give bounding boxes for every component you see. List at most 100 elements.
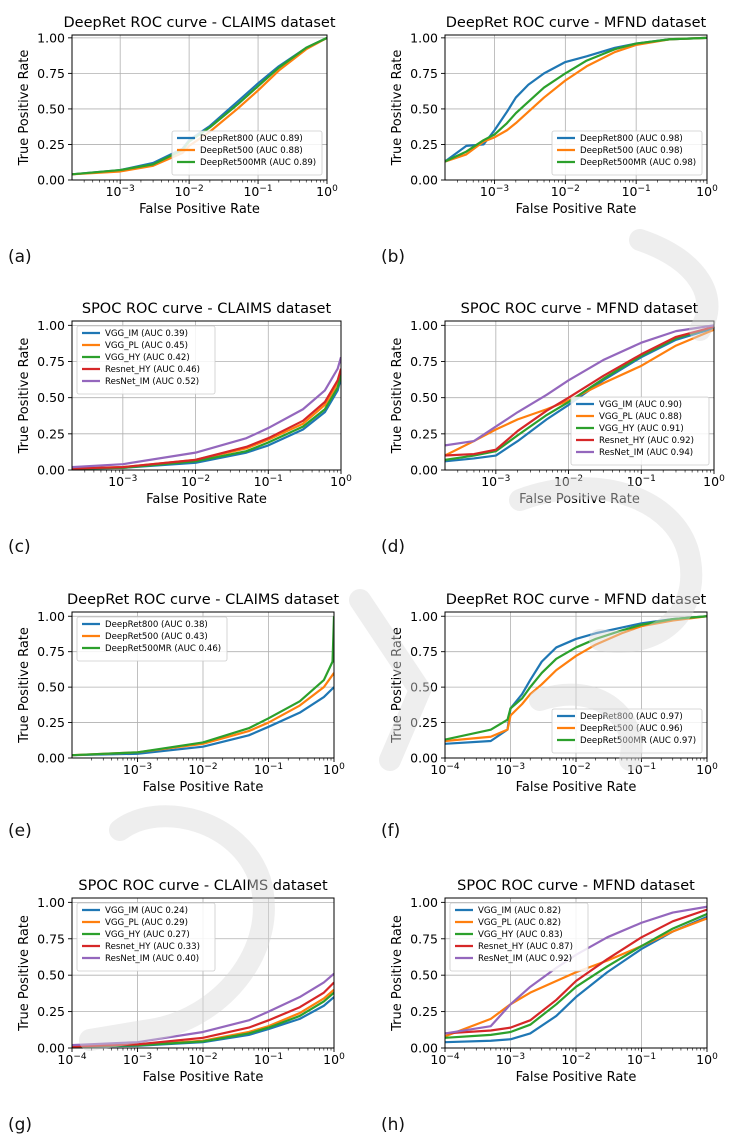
y-tick-label: 1.00 <box>410 30 438 45</box>
y-tick-label: 0.25 <box>37 137 65 152</box>
x-axis-label: False Positive Rate <box>143 780 264 795</box>
y-tick-label: 0.75 <box>37 931 65 946</box>
axes-frame <box>444 34 708 181</box>
series-line <box>445 615 707 741</box>
legend-label: VGG_PL (AUC 0.45) <box>105 341 188 351</box>
y-tick-label: 0.50 <box>37 680 65 695</box>
x-tick-label: 10−1 <box>243 184 272 199</box>
series-line <box>72 686 334 757</box>
legend-label: DeepRet500 (AUC 0.98) <box>580 146 683 156</box>
chart-title: SPOC ROC curve - CLAIMS dataset <box>82 301 332 317</box>
x-tick-label: 10−1 <box>627 474 656 489</box>
x-axis-label: False Positive Rate <box>143 1070 264 1085</box>
series-line <box>445 913 707 1039</box>
x-tick-label: 10−3 <box>481 474 510 489</box>
series-line <box>445 917 707 1038</box>
x-tick-label: 100 <box>330 474 352 489</box>
legend-label: DeepRet500MR (AUC 0.89) <box>200 158 316 168</box>
y-axis-label: True Positive Rate <box>390 915 405 1032</box>
chart-title: SPOC ROC curve - MFND dataset <box>457 878 695 894</box>
y-tick-label: 0.75 <box>410 931 438 946</box>
panel-letter: (a) <box>8 247 32 267</box>
y-tick-label: 0.25 <box>410 137 438 152</box>
legend-label: ResNet_IM (AUC 0.94) <box>599 448 693 458</box>
legend: DeepRet800 (AUC 0.98) DeepRet500 (AUC 0.9… <box>551 130 703 176</box>
roc-panel-2: 10−3 10−2 10−1 100 0.00 0.25 0.50 0.75 1.00 DeepR… <box>381 15 718 267</box>
legend-box <box>171 130 323 176</box>
y-tick-label: 0.50 <box>37 101 65 116</box>
x-tick-label: 10−1 <box>254 1052 283 1067</box>
legend-label: VGG_HY (AUC 0.27) <box>105 930 190 940</box>
legend-box <box>570 396 710 466</box>
series-group <box>445 36 707 163</box>
legend-label: DeepRet500MR (AUC 0.98) <box>580 158 696 168</box>
x-tick-label: 10−2 <box>561 1052 590 1067</box>
legend-label: VGG_PL (AUC 0.88) <box>599 412 682 422</box>
legend-label: ResNet_IM (AUC 0.40) <box>105 954 199 964</box>
chart-title: SPOC ROC curve - CLAIMS dataset <box>78 878 328 894</box>
legend: DeepRet800 (AUC 0.89) DeepRet500 (AUC 0.8… <box>171 130 323 176</box>
legend-box <box>551 708 703 754</box>
y-tick-label: 0.50 <box>37 968 65 983</box>
x-axis-label: False Positive Rate <box>146 492 267 507</box>
x-tick-label: 100 <box>316 184 338 199</box>
series-line <box>72 981 334 1048</box>
axes-frame <box>444 320 715 471</box>
legend-label: VGG_HY (AUC 0.42) <box>105 353 190 363</box>
x-axis-label: False Positive Rate <box>516 1070 637 1085</box>
panel-letter: (e) <box>8 821 32 841</box>
chart-title: DeepRet ROC curve - MFND dataset <box>446 592 707 608</box>
y-axis-label: True Positive Rate <box>390 50 405 167</box>
panel-letter: (h) <box>381 1115 405 1135</box>
series-line <box>445 324 714 447</box>
series-line <box>445 915 707 1044</box>
x-tick-label: 10−2 <box>188 762 217 777</box>
x-tick-label: 100 <box>696 762 718 777</box>
legend-label: VGG_PL (AUC 0.82) <box>478 918 561 928</box>
y-tick-label: 1.00 <box>410 318 438 333</box>
y-tick-label: 0.75 <box>410 66 438 81</box>
roc-panel-3: 10−3 10−2 10−1 100 0.00 0.25 0.50 0.75 1.00 SPOC … <box>8 301 352 557</box>
axes-frame <box>71 320 342 471</box>
y-axis-label: True Positive Rate <box>17 50 32 167</box>
legend-label: VGG_HY (AUC 0.91) <box>599 424 684 434</box>
x-tick-label: 10−1 <box>627 1052 656 1067</box>
y-tick-label: 1.00 <box>37 895 65 910</box>
legend-label: Resnet_HY (AUC 0.92) <box>599 436 694 446</box>
legend-label: Resnet_HY (AUC 0.46) <box>105 365 200 375</box>
x-tick-label: 10−1 <box>622 184 651 199</box>
x-tick-label: 10−3 <box>480 184 509 199</box>
legend-box <box>551 130 703 176</box>
x-tick-label: 100 <box>696 1052 718 1067</box>
chart-title: DeepRet ROC curve - MFND dataset <box>446 15 707 31</box>
axes-frame <box>71 34 328 181</box>
y-tick-label: 0.00 <box>37 173 65 188</box>
chart-title: DeepRet ROC curve - CLAIMS dataset <box>63 15 335 31</box>
x-tick-label: 10−2 <box>561 762 590 777</box>
x-tick-label: 10−1 <box>627 762 656 777</box>
panel-letter: (c) <box>8 537 31 557</box>
legend-label: Resnet_HY (AUC 0.33) <box>105 942 200 952</box>
x-axis-label: False Positive Rate <box>516 202 637 217</box>
series-group <box>445 324 714 463</box>
x-tick-label: 10−2 <box>551 184 580 199</box>
legend-label: VGG_IM (AUC 0.24) <box>105 906 188 916</box>
x-tick-label: 10−3 <box>496 762 525 777</box>
legend: VGG_IM (AUC 0.24) VGG_PL (AUC 0.29) VGG_HY… <box>76 902 216 972</box>
legend-label: DeepRet800 (AUC 0.89) <box>200 134 303 144</box>
roc-panel-7: 10−4 10−3 10−2 10−1 100 0.00 0.25 0.50 0.75 1.00 S… <box>8 878 345 1135</box>
x-tick-label: 10−4 <box>57 1052 86 1067</box>
y-tick-label: 1.00 <box>37 30 65 45</box>
x-axis-label: False Positive Rate <box>516 780 637 795</box>
y-tick-label: 0.75 <box>37 66 65 81</box>
y-axis-label: True Positive Rate <box>17 627 32 744</box>
y-axis-label: True Positive Rate <box>390 338 405 455</box>
series-line <box>445 325 714 457</box>
y-tick-label: 0.75 <box>410 644 438 659</box>
series-group <box>72 616 334 757</box>
x-tick-label: 10−1 <box>254 474 283 489</box>
x-tick-label: 10−4 <box>430 762 459 777</box>
y-tick-label: 1.00 <box>410 895 438 910</box>
y-tick-label: 0.50 <box>410 968 438 983</box>
